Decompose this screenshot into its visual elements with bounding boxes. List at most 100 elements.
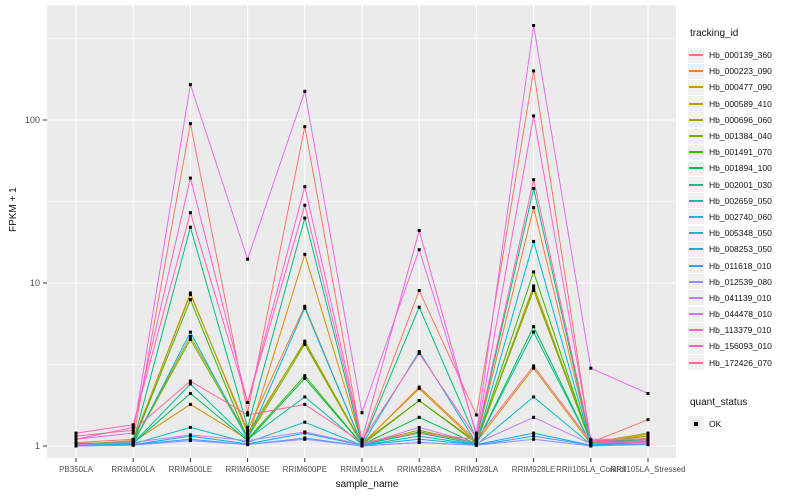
data-point (532, 415, 536, 419)
legend-item-label: Hb_172426_070 (709, 357, 772, 368)
data-point (532, 114, 536, 118)
data-point (646, 418, 650, 422)
data-point (532, 431, 536, 435)
data-point (188, 433, 192, 437)
data-point (417, 248, 421, 252)
data-point (646, 392, 650, 395)
data-point (532, 364, 536, 368)
data-point (417, 229, 421, 232)
data-point (74, 434, 78, 438)
x-tick-label: RRIM600LA (111, 465, 155, 474)
data-point (246, 425, 250, 429)
data-point (646, 431, 650, 435)
data-point (646, 437, 650, 441)
data-point (188, 298, 192, 302)
data-point (360, 411, 364, 415)
y-tick-label: 1 (35, 441, 40, 451)
x-tick-label: RRII105LA_Stressed (610, 465, 685, 474)
legend-item-label: OK (709, 418, 722, 429)
legend-item-Hb_001384_040: Hb_001384_040 (688, 128, 798, 144)
data-point (303, 420, 307, 424)
series-color-key-icon (688, 47, 704, 63)
data-point (303, 376, 307, 380)
legend-item-Hb_011618_010: Hb_011618_010 (688, 257, 798, 274)
legend-item-label: Hb_000139_360 (709, 50, 772, 61)
x-tick-label: RRIM928BA (397, 465, 442, 474)
data-point (188, 402, 192, 406)
data-point (188, 330, 192, 334)
data-point (417, 385, 421, 389)
series-color-key-icon (688, 241, 704, 257)
series-color-key-icon (688, 177, 704, 193)
legend-item-label: Hb_001491_070 (709, 147, 772, 158)
series-color-key-icon (688, 96, 704, 112)
data-point (303, 252, 307, 256)
legend-item-label: Hb_011618_010 (709, 260, 772, 271)
data-point (246, 257, 250, 261)
legend-item-label: Hb_002740_060 (709, 211, 772, 222)
data-point (303, 125, 307, 129)
data-point (131, 423, 135, 427)
data-point (417, 428, 421, 432)
data-point (188, 225, 192, 229)
series-color-key-icon (688, 160, 704, 176)
data-point (303, 306, 307, 310)
data-point (417, 437, 421, 441)
data-point (303, 437, 307, 441)
x-tick-label: RRIM928LA (455, 465, 499, 474)
data-point (188, 83, 192, 87)
data-point (417, 431, 421, 435)
data-point (417, 434, 421, 438)
legend-item-quant-status: OK (688, 416, 798, 432)
data-point (246, 443, 250, 447)
data-point (589, 442, 593, 446)
legend-item-label: Hb_008253_050 (709, 244, 772, 255)
data-point (246, 413, 250, 417)
data-point (589, 366, 593, 370)
data-point (246, 428, 250, 432)
data-point (246, 401, 250, 404)
legend-color-title: tracking_id (690, 28, 739, 39)
data-point (589, 444, 593, 448)
series-color-key-icon (688, 338, 704, 354)
legend-item-label: Hb_002001_030 (709, 179, 772, 190)
data-point (474, 431, 478, 435)
legend-item-Hb_001894_100: Hb_001894_100 (688, 160, 798, 176)
data-point (303, 203, 307, 207)
legend-item-label: Hb_005348_050 (709, 228, 772, 239)
x-tick-label: RRIM901LA (340, 465, 384, 474)
data-point (417, 415, 421, 419)
series-color-key-icon (688, 193, 704, 209)
data-point (131, 431, 135, 435)
data-point (303, 430, 307, 434)
data-point (303, 341, 307, 345)
x-tick-label: RRIM928LE (512, 465, 556, 474)
data-point (417, 441, 421, 444)
point-marker-key-icon (688, 416, 704, 432)
legend-item-label: Hb_156093_010 (709, 341, 772, 352)
data-point (532, 24, 536, 27)
data-point (303, 374, 307, 378)
legend-item-label: Hb_000223_090 (709, 66, 772, 77)
data-point (646, 434, 650, 438)
data-point (303, 185, 307, 189)
series-color-key-icon (688, 79, 704, 95)
series-color-key-icon (688, 290, 704, 306)
data-point (188, 379, 192, 383)
x-tick-label: RRIM600PE (283, 465, 327, 474)
y-axis-title: FPKM + 1 (8, 187, 19, 232)
x-tick-label: RRII105LA_Control (556, 465, 626, 474)
data-point (417, 351, 421, 355)
data-point (246, 411, 250, 415)
series-color-key-icon (688, 128, 704, 144)
series-color-key-icon (688, 274, 704, 290)
series-color-key-icon (688, 225, 704, 241)
data-point (303, 339, 307, 343)
x-tick-label: RRIM600SE (225, 465, 269, 474)
data-point (417, 425, 421, 429)
legend-color-items: Hb_000139_360 Hb_000223_090 Hb_000477_090 H… (688, 47, 798, 371)
data-point (646, 441, 650, 444)
legend-item-Hb_041139_010: Hb_041139_010 (688, 290, 798, 306)
legend-item-Hb_000139_360: Hb_000139_360 (688, 47, 798, 63)
